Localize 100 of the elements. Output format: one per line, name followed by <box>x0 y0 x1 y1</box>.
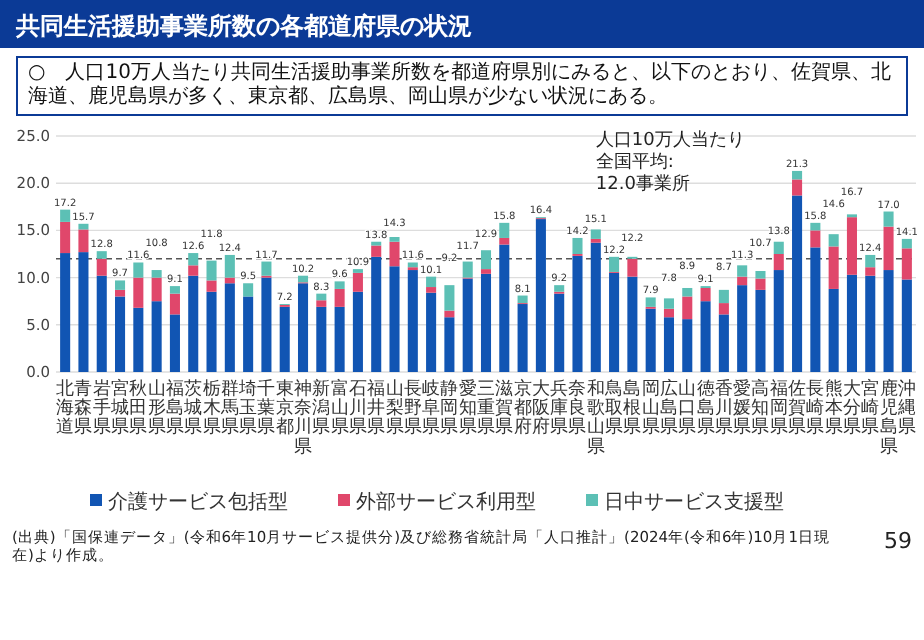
legend-label: 日中サービス支援型 <box>604 490 784 514</box>
bar <box>718 303 729 315</box>
bar <box>590 229 601 239</box>
bar <box>169 286 180 294</box>
x-tick-label: 大分県 <box>842 378 861 439</box>
bar <box>517 295 528 304</box>
bar <box>279 306 290 372</box>
bar <box>590 242 601 372</box>
bar <box>96 275 107 372</box>
bar <box>499 237 510 245</box>
bar <box>352 291 363 372</box>
bar <box>480 273 492 372</box>
x-tick-label: 徳島県 <box>696 378 715 439</box>
x-tick-label: 愛知県 <box>458 378 477 439</box>
bar <box>78 252 89 372</box>
bar <box>115 296 126 372</box>
x-tick-label: 鳥取県 <box>603 378 624 439</box>
x-tick-label: 富山県 <box>330 378 349 439</box>
bar <box>316 306 327 372</box>
bar <box>224 283 235 372</box>
bar <box>901 248 912 280</box>
bar <box>407 270 418 372</box>
x-tick-label: 青森県 <box>74 378 93 439</box>
x-tick-label: 愛媛県 <box>733 378 752 439</box>
bar <box>96 251 107 259</box>
bar <box>828 288 839 372</box>
bar <box>609 272 620 372</box>
bar <box>151 277 162 302</box>
bar <box>444 310 455 318</box>
x-tick-label: 茨城県 <box>182 378 203 439</box>
bar <box>480 250 492 270</box>
annotation: 全国平均: <box>595 151 674 174</box>
bar <box>901 238 912 249</box>
x-tick-label: 神奈川県 <box>294 378 313 458</box>
bar <box>810 230 821 248</box>
bar <box>206 260 217 281</box>
chart-title: 共同生活援助事業所数の各都道府県の状況 <box>0 0 924 48</box>
chart-subtitle: ○ 人口10万人当たり共同生活援助事業所数を都道府県別にみると、以下のとおり、佐賀県、北海道、鹿児島県が多く、東京都、広島県、岡山県が少ない状況にある。 <box>16 56 908 116</box>
bar <box>554 293 565 372</box>
x-tick-label: 山梨県 <box>385 378 404 439</box>
x-tick-label: 福井県 <box>367 378 386 439</box>
legend-label: 介護サービス包括型 <box>108 490 288 514</box>
bar <box>78 229 89 253</box>
bar <box>60 221 71 254</box>
x-tick-label: 宮城県 <box>109 378 130 439</box>
bar <box>462 278 473 372</box>
x-tick-label: 滋賀県 <box>495 378 514 439</box>
bar <box>828 234 839 247</box>
bar <box>169 314 180 372</box>
x-tick-label: 埼玉県 <box>237 378 258 439</box>
bar <box>865 254 876 268</box>
bar <box>682 319 693 372</box>
bar <box>645 308 656 372</box>
x-tick-label: 京都府 <box>513 378 532 439</box>
text: 59 <box>884 528 912 554</box>
x-tick-label: 宮崎県 <box>861 378 880 439</box>
annotation: 人口10万人当たり <box>595 129 745 152</box>
bar <box>499 244 510 372</box>
x-tick-label: 和歌山県 <box>586 378 605 458</box>
bar <box>663 317 675 372</box>
bar <box>627 258 638 277</box>
x-tick-label: 山形県 <box>147 378 166 439</box>
bar <box>297 275 309 283</box>
x-tick-label: 長崎県 <box>806 378 825 439</box>
bar <box>188 253 199 266</box>
bar <box>426 287 437 293</box>
bar <box>792 195 803 372</box>
bar <box>773 270 784 372</box>
bar <box>261 261 272 276</box>
bar <box>206 291 217 372</box>
bar <box>737 265 748 277</box>
annotation: 12.0事業所 <box>595 173 690 196</box>
bar <box>115 289 126 297</box>
x-tick-label: 静岡県 <box>440 378 459 439</box>
x-tick-label: 栃木県 <box>202 378 221 439</box>
x-tick-label: 福島県 <box>165 378 184 439</box>
bar <box>334 288 345 307</box>
bar <box>371 256 382 372</box>
bar <box>682 287 693 297</box>
bar <box>96 258 107 276</box>
bar <box>572 237 583 254</box>
bar <box>243 296 254 372</box>
bar <box>627 276 638 372</box>
bar <box>883 270 894 372</box>
bar <box>133 262 144 278</box>
bar <box>206 280 217 292</box>
x-tick-label: 沖縄県 <box>895 378 916 439</box>
bar <box>426 276 437 288</box>
bar <box>718 289 729 304</box>
bar <box>188 275 199 372</box>
bar <box>846 274 857 372</box>
bar <box>554 285 565 292</box>
bar <box>462 261 473 278</box>
bar <box>865 275 876 372</box>
bar <box>115 280 126 290</box>
bar <box>517 304 528 372</box>
bar <box>316 300 327 307</box>
x-tick-label: 岐阜県 <box>422 378 441 439</box>
x-tick-label: 大阪府 <box>531 378 550 439</box>
bar <box>444 317 455 372</box>
